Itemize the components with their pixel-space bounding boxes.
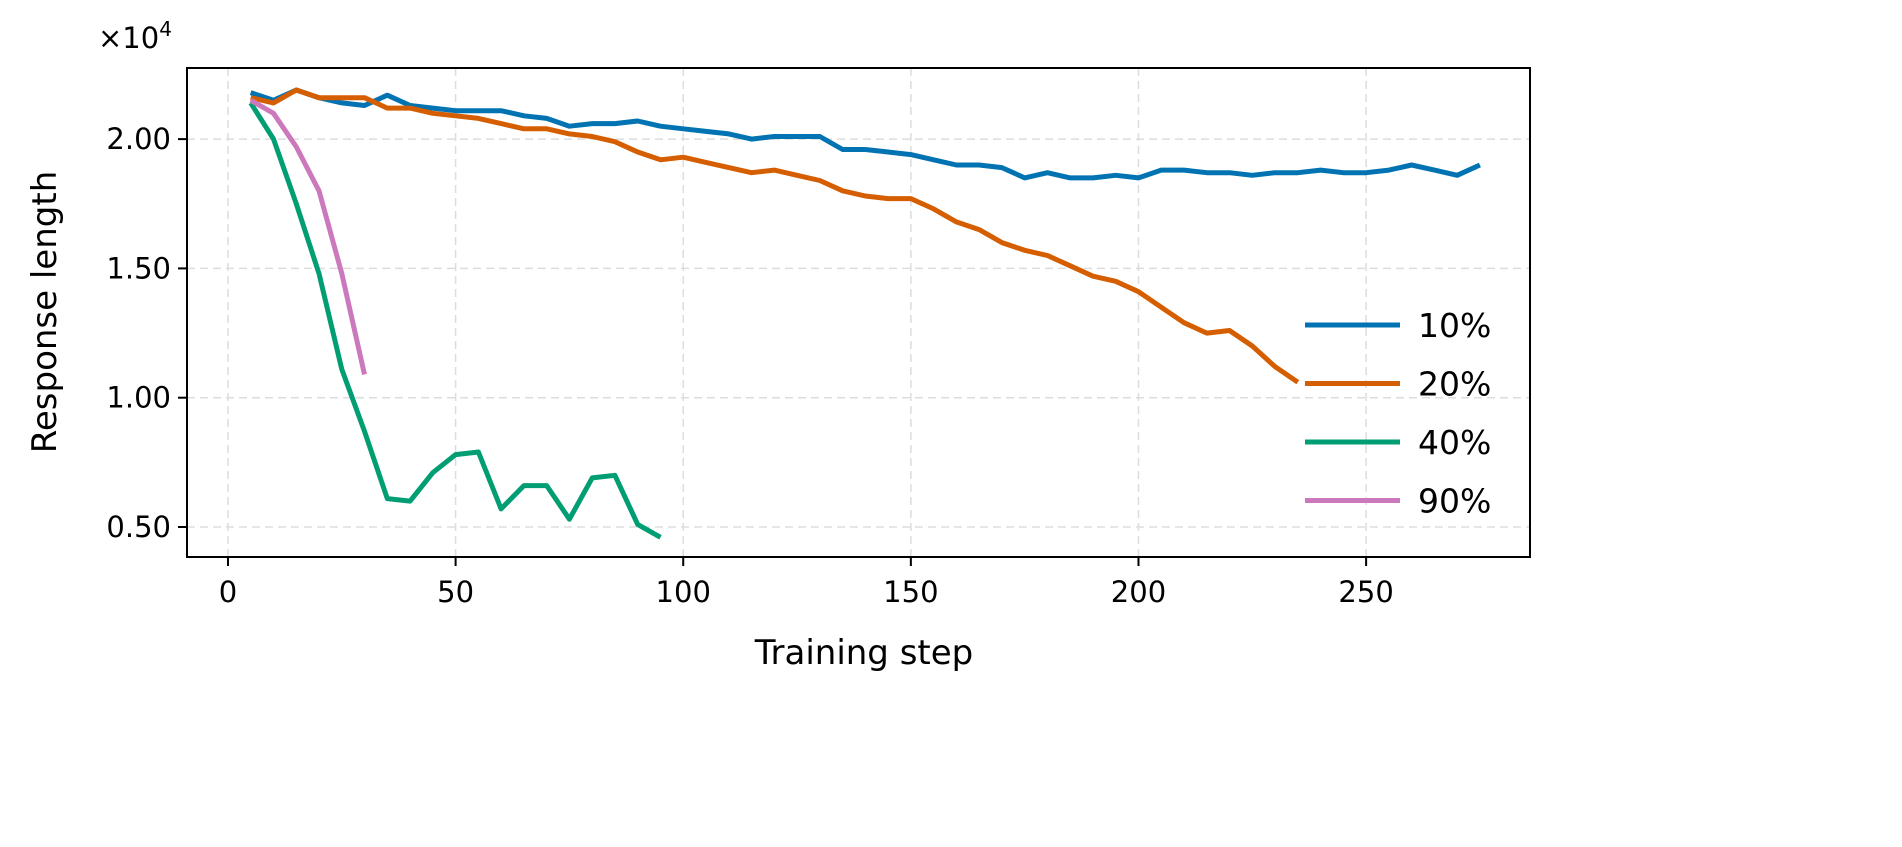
x-tick-label: 50 — [437, 575, 474, 609]
y-axis-label: Response length — [25, 171, 65, 453]
y-tick-label: 1.50 — [106, 251, 171, 285]
legend-label: 90% — [1418, 482, 1491, 521]
series-line-90pct — [249, 98, 367, 375]
x-tick-label: 200 — [1111, 575, 1166, 609]
y-tick-label: 2.00 — [106, 122, 171, 156]
plot-frame — [186, 67, 1531, 558]
x-axis-label: Training step — [754, 633, 974, 673]
legend: 10% 20% 40% 90% — [1305, 306, 1491, 521]
ticks: 0 50 100 150 200 250 0.50 1.00 1.50 2.00 — [106, 122, 1393, 609]
x-tick-label: 250 — [1338, 575, 1393, 609]
x-tick-label: 100 — [656, 575, 711, 609]
legend-label: 10% — [1418, 306, 1491, 345]
y-tick-label: 1.00 — [106, 381, 171, 415]
series-line-20pct — [250, 87, 1300, 385]
grid — [187, 68, 1530, 557]
x-tick-label: 0 — [219, 575, 237, 609]
series-line-10pct — [249, 87, 1481, 181]
legend-label: 20% — [1418, 365, 1491, 404]
y-tick-label: 0.50 — [106, 510, 171, 544]
x-tick-label: 150 — [883, 575, 938, 609]
series-line-40pct — [248, 101, 662, 540]
series-group — [248, 87, 1481, 540]
y-multiplier: ×104 — [98, 17, 172, 55]
y-multiplier-exponent: 4 — [159, 17, 172, 41]
legend-label: 40% — [1418, 423, 1491, 462]
